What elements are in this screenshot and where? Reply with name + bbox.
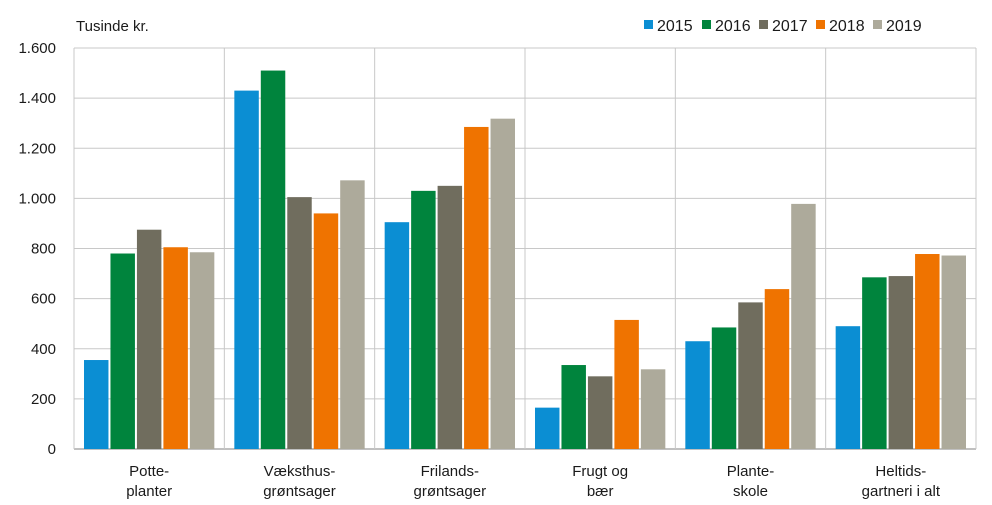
legend-label-2018: 2018 [829, 18, 865, 35]
category-label: grøntsager [263, 483, 336, 500]
bar-2016-2 [411, 190, 436, 449]
legend-swatch-2015 [644, 20, 653, 29]
bar-2018-0 [163, 247, 188, 449]
category-label: Frilands- [421, 463, 479, 480]
legend-swatch-2018 [816, 20, 825, 29]
bar-2015-1 [234, 90, 259, 449]
legend-label-2017: 2017 [772, 18, 808, 35]
bar-2015-4 [685, 341, 710, 449]
category-label: gartneri i alt [862, 483, 941, 500]
legend-label-2016: 2016 [715, 18, 751, 35]
legend-swatch-2016 [702, 20, 711, 29]
y-tick-label: 1.600 [18, 40, 56, 57]
bar-2019-2 [490, 118, 515, 450]
y-tick-label: 200 [31, 391, 56, 408]
y-tick-label: 1.400 [18, 90, 56, 107]
category-label: skole [733, 483, 768, 500]
x-axis-categories: Potte-planter Væksthus-grøntsager Frilands… [126, 463, 941, 500]
bar-2019-0 [189, 252, 215, 449]
y-axis-ticks: 0 200 400 600 800 1.000 1.200 1.400 1.600 [18, 40, 56, 458]
bars [84, 70, 966, 450]
bar-2018-1 [313, 213, 339, 449]
legend-swatch-2017 [759, 20, 768, 29]
gridlines [73, 47, 977, 450]
bar-2017-5 [888, 276, 914, 449]
y-tick-label: 800 [31, 241, 56, 258]
category-label: Væksthus- [264, 463, 336, 480]
bar-2016-4 [711, 327, 737, 449]
legend: 2015 2016 2017 2018 2019 [644, 18, 922, 35]
category-label: Potte- [129, 463, 169, 480]
bar-2019-1 [340, 180, 365, 449]
category-label: Heltids- [875, 463, 926, 480]
category-label: bær [587, 483, 614, 500]
bar-2017-4 [738, 302, 763, 449]
bar-2017-2 [437, 185, 463, 449]
category-label: planter [126, 483, 172, 500]
y-tick-label: 600 [31, 291, 56, 308]
bar-2015-0 [84, 360, 109, 449]
bar-2018-5 [915, 254, 940, 449]
bar-2016-1 [260, 70, 286, 450]
legend-label-2019: 2019 [886, 18, 922, 35]
y-tick-label: 400 [31, 341, 56, 358]
bar-2018-3 [614, 319, 639, 449]
category-label: grøntsager [414, 483, 487, 500]
y-tick-label: 1.200 [18, 140, 56, 157]
category-label: Plante- [727, 463, 775, 480]
legend-swatch-2019 [873, 20, 882, 29]
bar-2017-0 [136, 229, 162, 449]
y-tick-label: 0 [48, 441, 56, 458]
bar-2016-5 [862, 277, 887, 449]
y-tick-label: 1.000 [18, 190, 56, 207]
bar-2017-3 [587, 376, 613, 449]
legend-label-2015: 2015 [657, 18, 693, 35]
bar-2015-3 [535, 407, 560, 449]
bar-2018-4 [764, 289, 790, 449]
bar-2016-0 [110, 253, 135, 449]
bar-2017-1 [287, 197, 312, 449]
bar-2019-4 [791, 203, 816, 449]
bar-2016-3 [561, 365, 586, 449]
bar-2015-5 [835, 326, 861, 449]
y-axis-title: Tusinde kr. [76, 18, 149, 35]
bar-2019-3 [640, 369, 666, 449]
category-label: Frugt og [572, 463, 628, 480]
bar-2018-2 [464, 126, 489, 450]
bar-2015-2 [384, 222, 410, 449]
bar-2019-5 [941, 255, 966, 449]
